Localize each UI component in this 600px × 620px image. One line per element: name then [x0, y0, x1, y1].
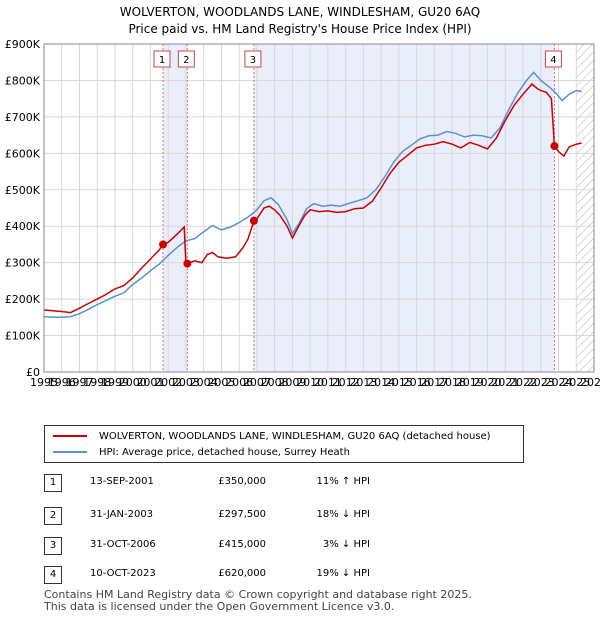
y-tick-label: £900K — [5, 38, 41, 51]
sale-number-badge: 3 — [44, 537, 62, 555]
x-tick-label: 2007 — [243, 376, 271, 389]
x-tick-label: 2015 — [385, 376, 413, 389]
sale-number-badge: 4 — [44, 566, 62, 584]
x-tick-label: 2012 — [332, 376, 360, 389]
x-tick-label: 2017 — [420, 376, 448, 389]
sale-callout-box — [153, 50, 171, 68]
x-tick-label: 2008 — [261, 376, 289, 389]
x-tick-label: 2005 — [207, 376, 235, 389]
sale-callout-label: 1 — [159, 55, 165, 66]
x-tick-label: 2002 — [154, 376, 182, 389]
legend: WOLVERTON, WOODLANDS LANE, WINDLESHAM, G… — [44, 425, 524, 463]
sale-price: £415,000 — [218, 539, 266, 550]
hpi-series-line — [43, 71, 582, 319]
sale-marker — [183, 259, 192, 268]
x-tick-label: 2020 — [474, 376, 502, 389]
y-tick-label: £700K — [5, 111, 41, 124]
sale-price: £350,000 — [218, 476, 266, 487]
sale-date: 13-SEP-2001 — [90, 476, 154, 487]
x-tick-label: 2025 — [562, 376, 590, 389]
x-tick-label: 2024 — [545, 376, 573, 389]
sale-callout-box — [544, 50, 562, 68]
sale-hpi-change: 3% ↓ HPI — [322, 539, 370, 550]
footer-line: This data is licensed under the Open Gov… — [44, 600, 395, 613]
chart-title: WOLVERTON, WOODLANDS LANE, WINDLESHAM, G… — [120, 5, 480, 19]
ownership-shade — [253, 44, 555, 372]
sale-callout-label: 2 — [183, 55, 189, 66]
sale-number-badge: 2 — [44, 507, 62, 525]
legend-item-property: WOLVERTON, WOODLANDS LANE, WINDLESHAM, G… — [53, 428, 491, 444]
y-tick-label: £300K — [5, 257, 41, 270]
y-tick-label: £200K — [5, 293, 41, 306]
y-tick-label: £400K — [5, 220, 41, 233]
sale-callout-label: 4 — [550, 55, 556, 66]
x-tick-label: 2011 — [314, 376, 342, 389]
x-tick-label: 2013 — [349, 376, 377, 389]
x-tick-label: 2009 — [278, 376, 306, 389]
footer-line: Contains HM Land Registry data © Crown c… — [44, 588, 472, 601]
sale-date: 31-JAN-2003 — [90, 509, 154, 520]
legend-swatch-property — [53, 435, 87, 437]
hatched-region — [576, 44, 594, 372]
sale-marker — [550, 142, 559, 151]
x-tick-label: 1997 — [65, 376, 93, 389]
legend-swatch-hpi — [53, 451, 87, 453]
x-tick-label: 2022 — [509, 376, 537, 389]
plot-frame — [43, 43, 595, 373]
x-tick-label: 2019 — [456, 376, 484, 389]
y-tick-label: £500K — [5, 184, 41, 197]
x-tick-label: 2010 — [296, 376, 324, 389]
x-tick-label: 1996 — [48, 376, 76, 389]
x-tick-label: 1998 — [83, 376, 111, 389]
sale-number-badge: 1 — [44, 474, 62, 492]
sale-callout-box — [244, 50, 262, 68]
footer-attribution: Contains HM Land Registry data © Crown c… — [44, 589, 472, 613]
sale-price: £297,500 — [218, 509, 266, 520]
sale-hpi-change: 11% ↑ HPI — [316, 476, 370, 487]
sale-callout-box — [177, 50, 195, 68]
legend-label-hpi: HPI: Average price, detached house, Surr… — [99, 446, 350, 458]
x-tick-label: 2021 — [491, 376, 519, 389]
x-tick-label: 2000 — [119, 376, 147, 389]
x-tick-label: 1999 — [101, 376, 129, 389]
sale-date: 10-OCT-2023 — [90, 568, 156, 579]
y-tick-label: £800K — [5, 74, 41, 87]
x-tick-label: 2023 — [527, 376, 555, 389]
x-tick-label: 2003 — [172, 376, 200, 389]
sale-hpi-change: 18% ↓ HPI — [316, 509, 370, 520]
x-tick-label: 2018 — [438, 376, 466, 389]
x-tick-label: 2004 — [190, 376, 218, 389]
x-tick-label: 2001 — [136, 376, 164, 389]
property-series-line — [43, 83, 582, 314]
sale-date: 31-OCT-2006 — [90, 539, 156, 550]
sale-hpi-change: 19% ↓ HPI — [316, 568, 370, 579]
legend-item-hpi: HPI: Average price, detached house, Surr… — [53, 444, 350, 460]
x-tick-label: 2026 — [580, 376, 600, 389]
legend-label-property: WOLVERTON, WOODLANDS LANE, WINDLESHAM, G… — [99, 430, 491, 442]
x-tick-label: 2014 — [367, 376, 395, 389]
y-tick-label: £600K — [5, 147, 41, 160]
ownership-shade — [163, 44, 188, 372]
chart-subtitle: Price paid vs. HM Land Registry's House … — [128, 22, 471, 36]
y-tick-label: £0 — [26, 366, 40, 379]
price-chart: WOLVERTON, WOODLANDS LANE, WINDLESHAM, G… — [5, 5, 600, 389]
sale-callout-label: 3 — [250, 55, 256, 66]
x-tick-label: 2006 — [225, 376, 253, 389]
x-tick-label: 1995 — [30, 376, 58, 389]
sale-marker — [159, 240, 168, 249]
y-tick-label: £100K — [5, 330, 41, 343]
sale-price: £620,000 — [218, 568, 266, 579]
sale-marker — [249, 216, 258, 225]
x-tick-label: 2016 — [403, 376, 431, 389]
